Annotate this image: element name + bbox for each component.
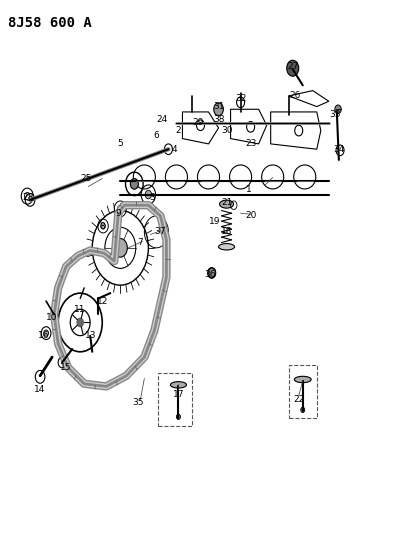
Text: 1: 1 <box>246 185 251 193</box>
Text: 22: 22 <box>293 395 304 404</box>
Text: 9: 9 <box>115 209 121 217</box>
Text: 23: 23 <box>245 140 256 148</box>
Text: 38: 38 <box>213 116 224 124</box>
Text: 15: 15 <box>61 364 72 372</box>
Circle shape <box>287 60 299 76</box>
Text: 36: 36 <box>205 270 216 279</box>
Circle shape <box>335 105 341 114</box>
Text: 30: 30 <box>221 126 232 135</box>
Circle shape <box>77 318 83 327</box>
Text: 33: 33 <box>329 110 340 119</box>
Circle shape <box>208 268 216 278</box>
Polygon shape <box>208 268 215 278</box>
Text: 34: 34 <box>333 145 344 154</box>
Circle shape <box>101 223 105 229</box>
Text: 2: 2 <box>176 126 181 135</box>
Text: 11: 11 <box>75 305 86 313</box>
Text: 37: 37 <box>155 228 166 236</box>
Text: 12: 12 <box>97 297 108 305</box>
Text: 6: 6 <box>154 132 159 140</box>
Text: 18: 18 <box>221 228 232 236</box>
Text: 20: 20 <box>245 212 256 220</box>
Circle shape <box>44 330 49 336</box>
Text: 29: 29 <box>193 118 204 127</box>
Text: 26: 26 <box>289 92 300 100</box>
Text: 14: 14 <box>34 385 46 393</box>
Ellipse shape <box>294 376 311 383</box>
Text: 35: 35 <box>133 398 144 407</box>
Text: 24: 24 <box>157 116 168 124</box>
Text: 19: 19 <box>209 217 220 225</box>
Circle shape <box>130 179 138 189</box>
Text: 27: 27 <box>287 62 298 71</box>
Text: 8J58 600 A: 8J58 600 A <box>8 16 92 30</box>
Text: 32: 32 <box>235 94 246 103</box>
Text: 13: 13 <box>85 332 96 340</box>
Text: 8: 8 <box>99 222 105 231</box>
Text: 25: 25 <box>81 174 92 183</box>
Circle shape <box>301 407 305 413</box>
Circle shape <box>117 205 123 213</box>
Text: 10: 10 <box>47 313 58 321</box>
Text: 17: 17 <box>173 390 184 399</box>
Circle shape <box>214 103 223 116</box>
Text: 16: 16 <box>38 332 50 340</box>
Text: 7: 7 <box>138 238 143 247</box>
Text: 31: 31 <box>213 102 224 111</box>
Text: 3: 3 <box>150 193 155 201</box>
Text: 5: 5 <box>117 140 123 148</box>
Circle shape <box>145 190 152 199</box>
Text: 28: 28 <box>22 193 34 201</box>
Ellipse shape <box>170 382 186 388</box>
Text: 21: 21 <box>221 198 232 207</box>
Circle shape <box>113 239 128 257</box>
Text: 4: 4 <box>172 145 177 154</box>
Circle shape <box>176 414 180 419</box>
Ellipse shape <box>219 200 233 208</box>
Ellipse shape <box>219 244 235 250</box>
